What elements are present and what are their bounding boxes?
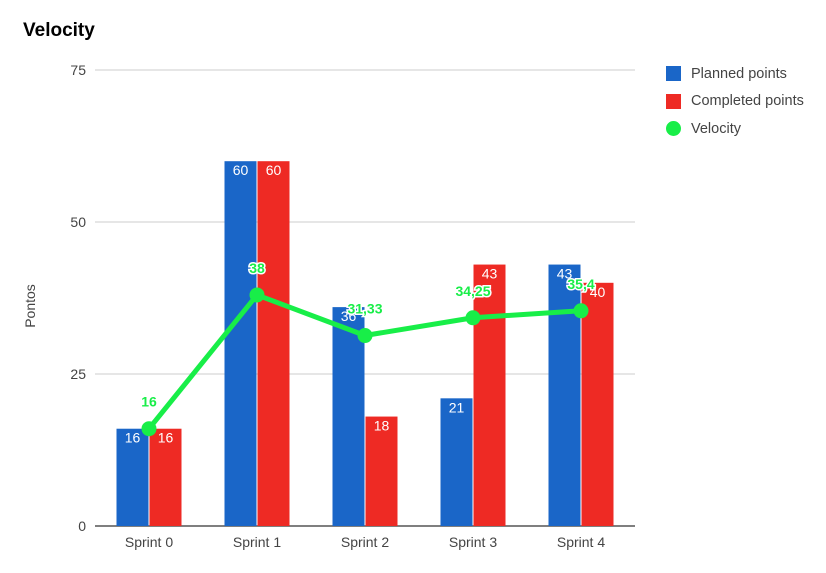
y-tick-label: 50 xyxy=(70,214,86,230)
legend-swatch-completed xyxy=(666,93,681,109)
legend-label-completed: Completed points xyxy=(691,93,804,110)
bar-value-label: 36 xyxy=(341,308,357,324)
bar-value-label: 60 xyxy=(266,162,282,178)
x-tick-label: Sprint 1 xyxy=(233,534,281,550)
y-tick-label: 25 xyxy=(70,366,86,382)
bar xyxy=(224,161,257,526)
legend: Planned points Completed points Velocity xyxy=(666,60,804,143)
x-tick-label: Sprint 0 xyxy=(125,534,173,550)
legend-label-planned: Planned points xyxy=(691,65,787,82)
velocity-point xyxy=(573,303,589,319)
velocity-point xyxy=(141,421,157,437)
chart-title: Velocity xyxy=(23,20,95,41)
bar-value-label: 21 xyxy=(449,399,465,415)
bar-value-label: 60 xyxy=(233,162,249,178)
x-tick-label: Sprint 4 xyxy=(557,534,605,550)
bar xyxy=(548,264,581,526)
bars: 16 60 36 21 43 16 60 18 43 40 xyxy=(116,161,614,526)
bar xyxy=(440,398,473,526)
legend-item-velocity[interactable]: Velocity xyxy=(666,115,804,143)
legend-label-velocity: Velocity xyxy=(691,120,741,137)
bar xyxy=(116,428,149,526)
velocity-value-label: 16 xyxy=(141,394,157,410)
bar-value-label: 43 xyxy=(482,266,498,282)
velocity-value-label: 35,4 xyxy=(567,276,594,292)
legend-swatch-velocity xyxy=(666,121,681,137)
gridlines xyxy=(95,69,635,527)
bar-value-label: 16 xyxy=(158,430,174,446)
bar-value-label: 43 xyxy=(557,266,573,282)
velocity-value-label: 31,33 xyxy=(347,301,382,317)
velocity-line-layer: 16 38 31,33 34,25 35,4 xyxy=(140,258,596,437)
y-axis-label: Pontos xyxy=(22,284,38,328)
bar-value-label: 16 xyxy=(125,430,141,446)
bar xyxy=(581,282,614,526)
bar xyxy=(149,428,182,526)
velocity-point xyxy=(249,287,265,303)
velocity-value-label: 38 xyxy=(249,260,265,276)
bar xyxy=(473,264,506,526)
legend-item-completed[interactable]: Completed points xyxy=(666,88,804,116)
velocity-point xyxy=(357,328,373,344)
y-tick-labels: 0 25 50 75 xyxy=(70,62,86,534)
bar xyxy=(365,416,398,526)
x-tick-label: Sprint 2 xyxy=(341,534,389,550)
bar-value-label: 40 xyxy=(590,284,606,300)
velocity-value-label: 34,25 xyxy=(455,283,490,299)
bar xyxy=(257,161,290,526)
x-tick-labels: Sprint 0 Sprint 1 Sprint 2 Sprint 3 Sprint 4 xyxy=(125,534,605,550)
x-tick-label: Sprint 3 xyxy=(449,534,497,550)
y-tick-label: 75 xyxy=(70,62,86,78)
velocity-point xyxy=(465,310,481,326)
bar xyxy=(332,307,365,526)
legend-swatch-planned xyxy=(666,66,681,82)
bar-value-label: 18 xyxy=(374,418,390,434)
legend-item-planned[interactable]: Planned points xyxy=(666,60,804,88)
y-tick-label: 0 xyxy=(78,518,86,534)
